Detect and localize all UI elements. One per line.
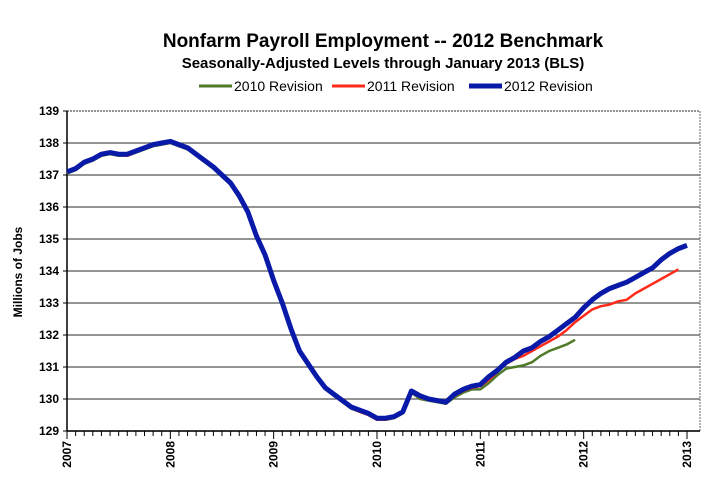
x-tick-label: 2008 (163, 441, 177, 468)
gridlines (67, 110, 701, 432)
y-tick-label: 133 (39, 296, 59, 310)
y-tick-label: 136 (39, 200, 59, 214)
chart-subtitle: Seasonally-Adjusted Levels through Janua… (182, 55, 585, 72)
legend: 2010 Revision 2011 Revision 2012 Revision (199, 78, 593, 94)
x-tick-label: 2010 (370, 441, 384, 468)
chart-title: Nonfarm Payroll Employment -- 2012 Bench… (163, 31, 604, 52)
series-line-2011-revision (66, 141, 680, 422)
y-tick-label: 134 (39, 264, 59, 278)
y-tick-label: 129 (39, 424, 59, 438)
y-tick-label: 130 (39, 392, 59, 406)
y-tick-label: 135 (39, 232, 59, 246)
y-axis-label: Millions of Jobs (11, 226, 25, 317)
axes: 129 130 131 132 133 134 135 136 137 138 139 2007 200… (39, 104, 700, 468)
y-tick-label: 131 (39, 360, 59, 374)
x-tick-label: 2009 (267, 441, 281, 468)
y-tick-label: 138 (39, 136, 59, 150)
legend-label: 2011 Revision (367, 78, 455, 94)
legend-label: 2012 Revision (504, 78, 593, 94)
x-tick-label: 2013 (680, 441, 694, 468)
y-tick-label: 132 (39, 328, 59, 342)
x-tick-label: 2012 (577, 441, 591, 468)
series-lines (66, 138, 688, 422)
legend-label: 2010 Revision (234, 78, 323, 94)
series-line-2012-revision (66, 138, 688, 421)
y-tick-label: 139 (39, 104, 59, 118)
y-tick-label: 137 (39, 168, 59, 182)
x-tick-label: 2007 (60, 441, 74, 468)
x-tick-label: 2011 (473, 441, 487, 467)
